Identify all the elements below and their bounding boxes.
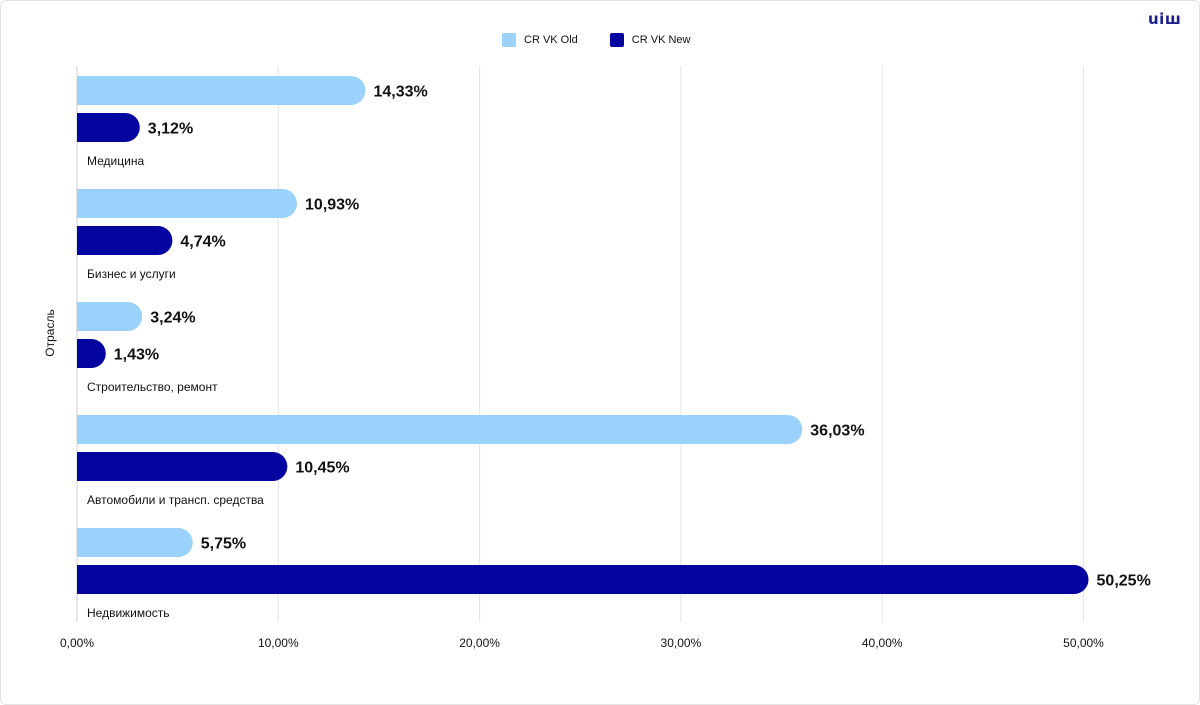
bar-value-label: 50,25%: [1097, 573, 1151, 590]
legend-swatch-new: [609, 33, 624, 47]
x-tick-label: 10,00%: [258, 636, 299, 650]
legend-label-old: CR VK Old: [524, 34, 578, 46]
bar-cr-vk-old: [77, 415, 803, 444]
bar-value-label: 3,24%: [150, 310, 195, 327]
x-tick-label: 30,00%: [661, 636, 702, 650]
bar-value-label: 10,45%: [295, 460, 349, 477]
category-label: Строительство, ремонт: [87, 380, 218, 394]
category-label: Автомобили и трансп. средства: [87, 493, 264, 507]
legend-label-new: CR VK New: [631, 34, 691, 46]
bar-value-label: 36,03%: [810, 423, 864, 440]
chart-legend: CR VK Old CR VK New: [502, 33, 690, 47]
bar-cr-vk-new: [77, 452, 288, 481]
bar-value-label: 1,43%: [114, 347, 159, 364]
bar-cr-vk-old: [77, 76, 366, 105]
bar-cr-vk-new: [77, 339, 106, 368]
bar-value-label: 14,33%: [373, 84, 427, 101]
category-label: Недвижимость: [87, 606, 170, 620]
category-label: Бизнес и услуги: [87, 267, 176, 281]
bar-cr-vk-old: [77, 528, 193, 557]
legend-item-new: CR VK New: [609, 33, 691, 47]
bar-cr-vk-new: [77, 565, 1089, 594]
bar-value-label: 5,75%: [201, 536, 246, 553]
bar-value-label: 3,12%: [148, 121, 193, 138]
bar-cr-vk-old: [77, 189, 298, 218]
x-tick-label: 20,00%: [459, 636, 500, 650]
bar-value-label: 10,93%: [305, 197, 359, 214]
brand-logo: uiш: [1148, 10, 1182, 28]
legend-swatch-old: [502, 33, 516, 47]
category-label: Медицина: [87, 154, 144, 168]
bar-cr-vk-new: [77, 226, 173, 255]
bar-cr-vk-old: [77, 302, 143, 331]
bar-value-label: 4,74%: [180, 234, 225, 251]
bar-cr-vk-new: [77, 113, 140, 142]
x-tick-label: 50,00%: [1063, 636, 1104, 650]
x-tick-label: 0,00%: [60, 636, 94, 650]
legend-item-old: CR VK Old: [502, 33, 578, 47]
x-tick-label: 40,00%: [862, 636, 903, 650]
